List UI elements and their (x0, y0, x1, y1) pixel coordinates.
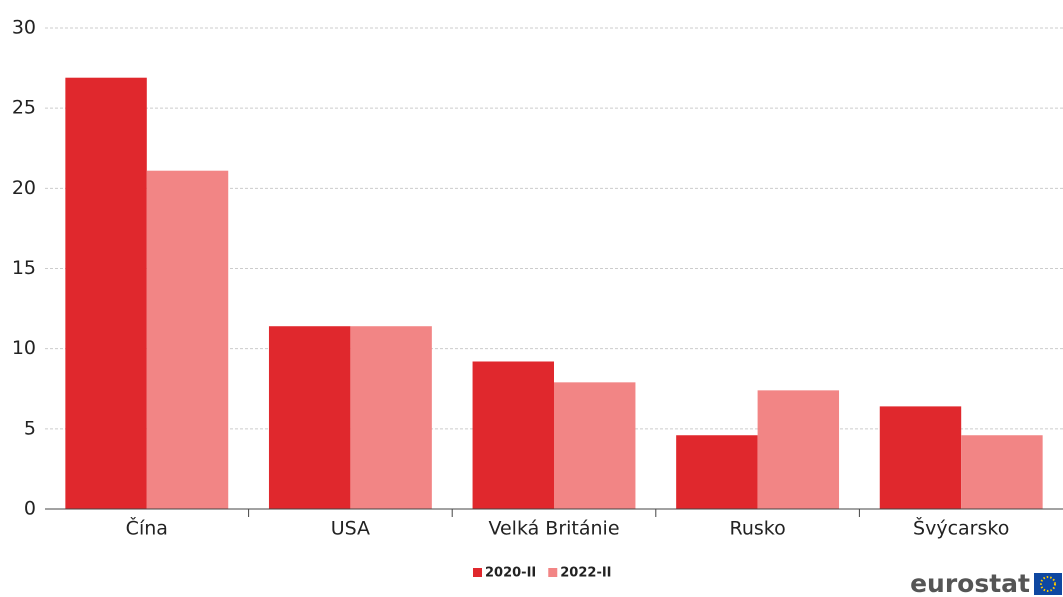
legend-swatch (473, 568, 482, 577)
bar (961, 435, 1043, 509)
bar (146, 170, 229, 510)
bar (65, 77, 147, 509)
eu-flag (1034, 573, 1062, 595)
bar (757, 390, 840, 509)
bar (879, 406, 962, 509)
y-tick-label: 15 (12, 257, 36, 279)
logo: eurostat (910, 569, 1030, 597)
x-tick-label: Rusko (729, 518, 785, 540)
bar (676, 435, 758, 509)
bar (554, 382, 636, 509)
bar (472, 361, 554, 509)
bar (268, 326, 351, 509)
x-tick-label: Čína (126, 516, 168, 540)
y-tick-label: 30 (12, 17, 36, 39)
y-tick-label: 5 (24, 417, 36, 439)
eu-stars (1040, 576, 1056, 592)
x-tick-label: Velká Británie (488, 518, 619, 540)
legend-label: 2022-II (560, 566, 611, 581)
legend-label: 2020-II (485, 566, 536, 581)
bar (350, 326, 432, 509)
y-tick-label: 10 (12, 337, 36, 359)
y-tick-label: 25 (12, 97, 36, 119)
x-tick-label: Švýcarsko (913, 516, 1009, 540)
legend-swatch (548, 568, 558, 577)
x-tick-label: USA (331, 518, 370, 540)
y-tick-label: 20 (12, 177, 36, 199)
y-tick-label: 0 (24, 498, 36, 520)
